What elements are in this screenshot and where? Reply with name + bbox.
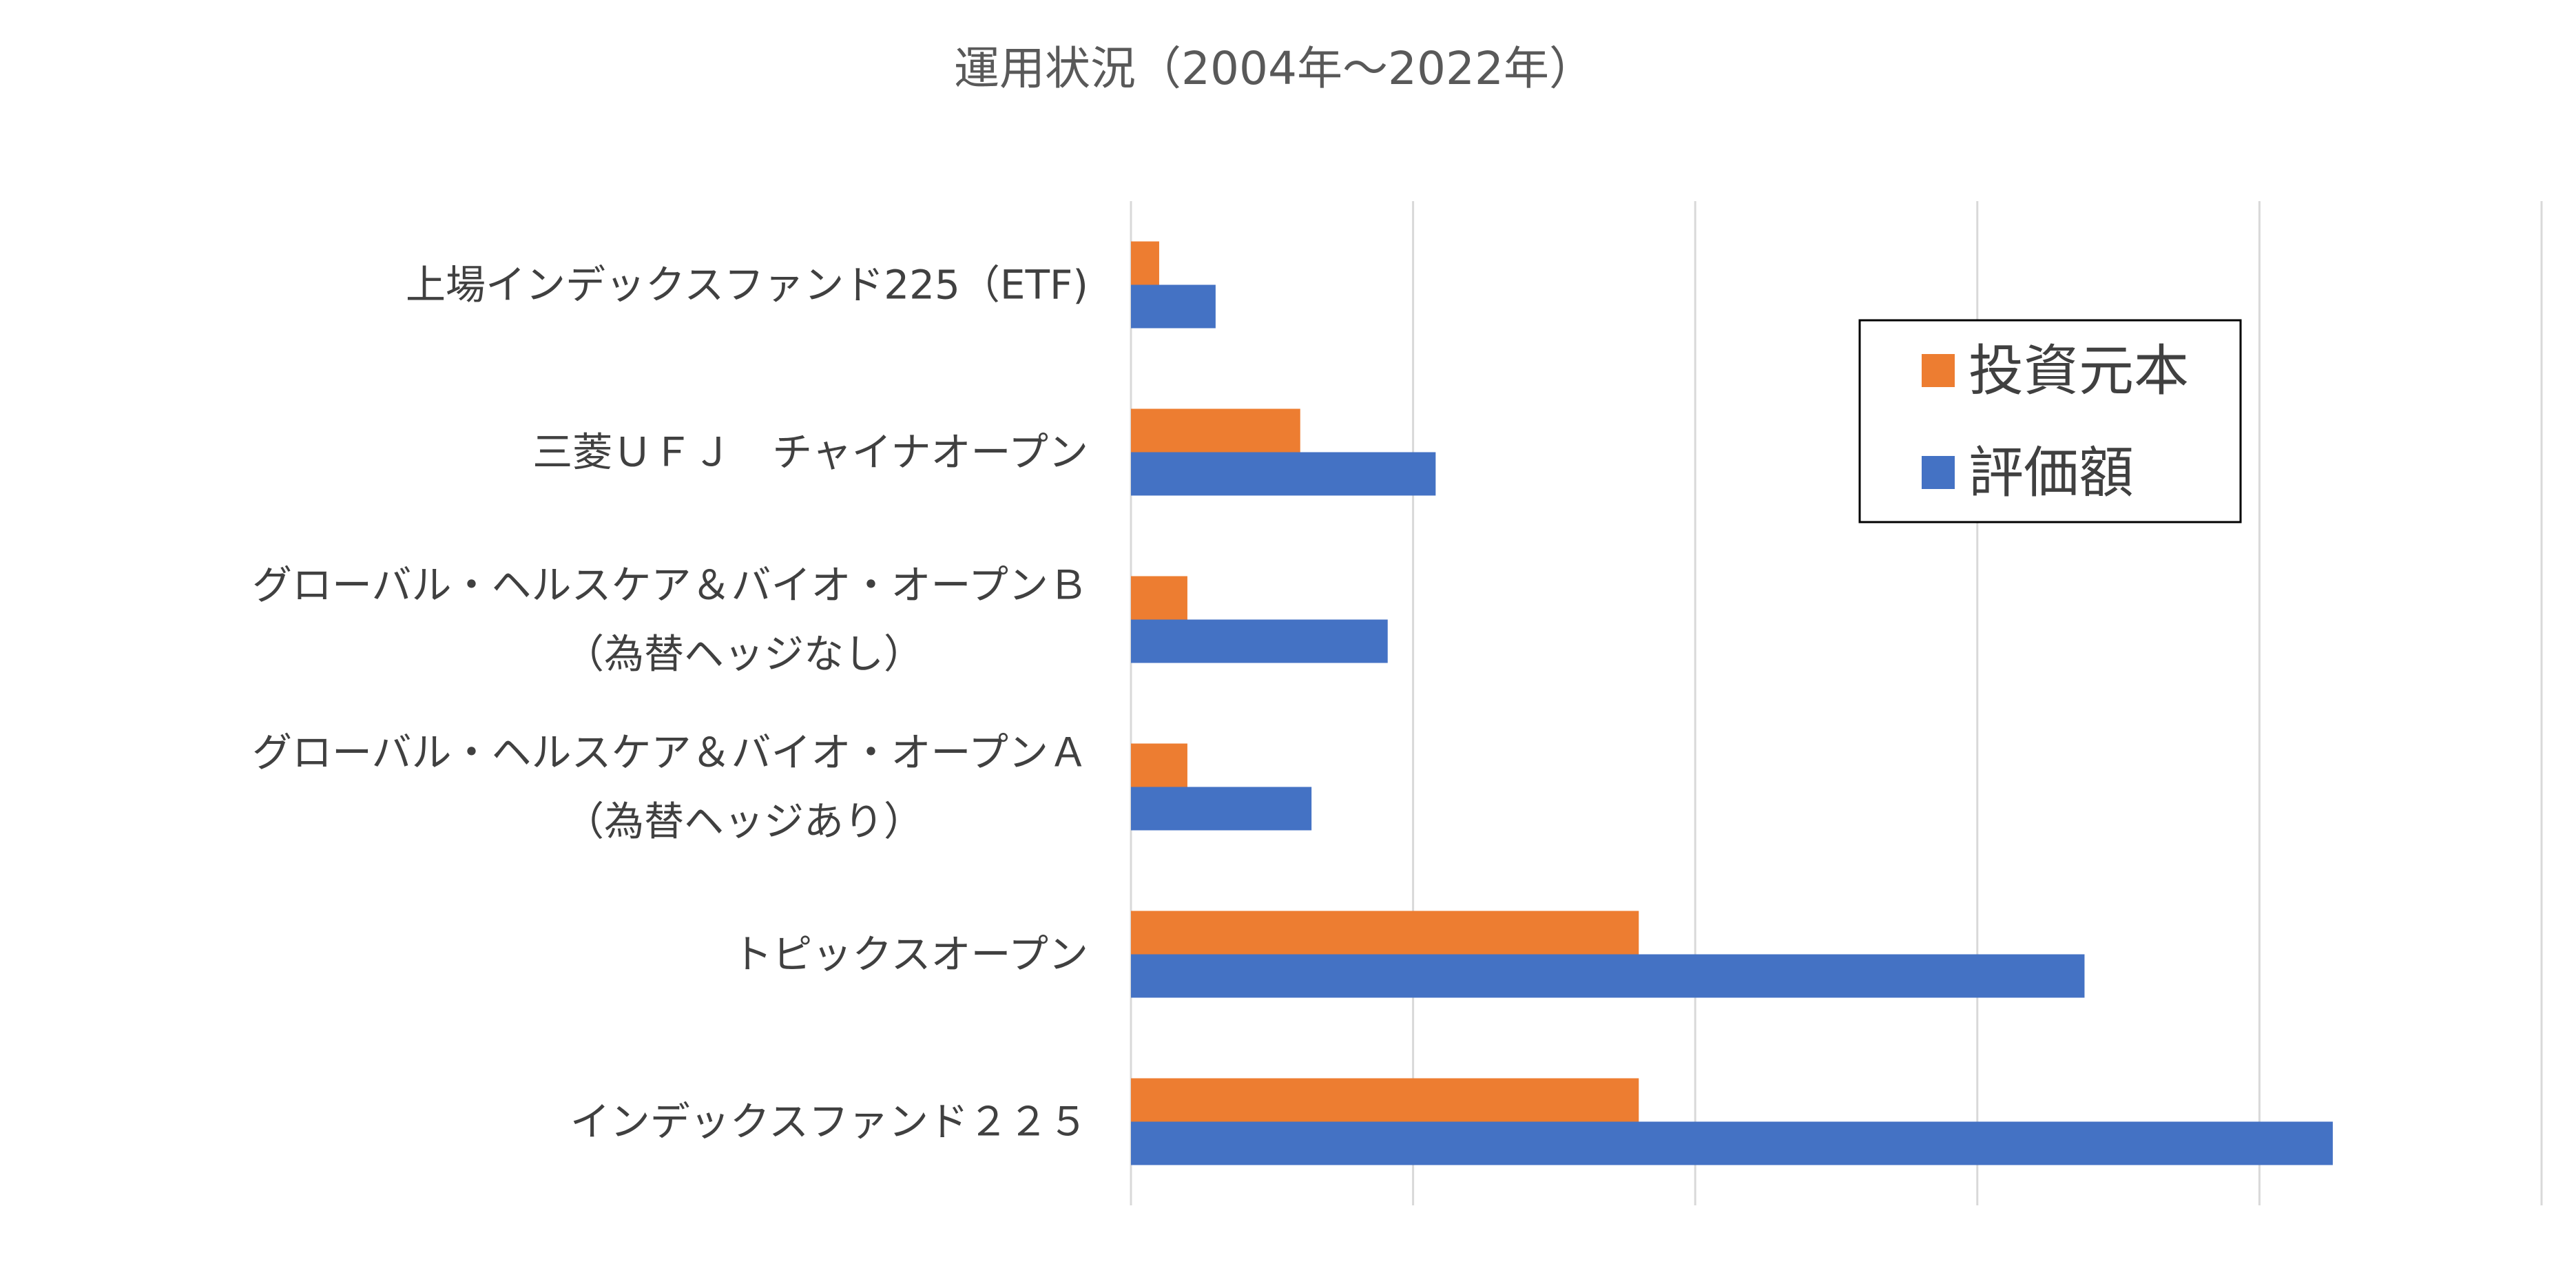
bar-valuation-3 [1131,787,1312,831]
category-labels: 上場インデックスファンド225（ETF) 三菱ＵＦＪ チャイナオープングローバル・… [252,262,1088,1145]
bar-principal-0 [1131,241,1159,285]
bar-principal-5 [1131,1078,1639,1122]
bars [1131,241,2333,1165]
chart-title: 運用状況（2004年～2022年） [954,42,1595,95]
bar-valuation-2 [1131,619,1388,663]
category-label-0-0: 上場インデックスファンド225（ETF) [406,262,1088,309]
bar-principal-2 [1131,576,1187,620]
bar-valuation-0 [1131,284,1216,329]
category-label-4-0: トピックスオープン [732,931,1088,978]
bar-valuation-1 [1131,452,1436,496]
category-label-2-1: （為替ヘッジなし） [564,631,924,678]
gridlines [1130,201,2543,1205]
legend-swatch-0 [1922,354,1955,387]
legend-label-0: 投資元本 [1969,339,2189,403]
bar-valuation-5 [1131,1121,2333,1165]
bar-principal-1 [1131,408,1300,453]
category-label-5-0: インデックスファンド２２５ [570,1099,1088,1145]
category-label-1-0: 三菱ＵＦＪ チャイナオープン [532,429,1088,476]
legend-label-1: 評価額 [1969,441,2134,505]
bar-principal-4 [1131,911,1639,955]
bar-valuation-4 [1131,954,2085,998]
bar-principal-3 [1131,743,1187,787]
legend-swatch-1 [1922,456,1955,489]
category-label-3-1: （為替ヘッジあり） [564,798,924,845]
category-label-3-0: グローバル・ヘルスケア＆バイオ・オープンＡ [252,729,1088,776]
category-label-2-0: グローバル・ヘルスケア＆バイオ・オープンＢ [252,562,1088,609]
